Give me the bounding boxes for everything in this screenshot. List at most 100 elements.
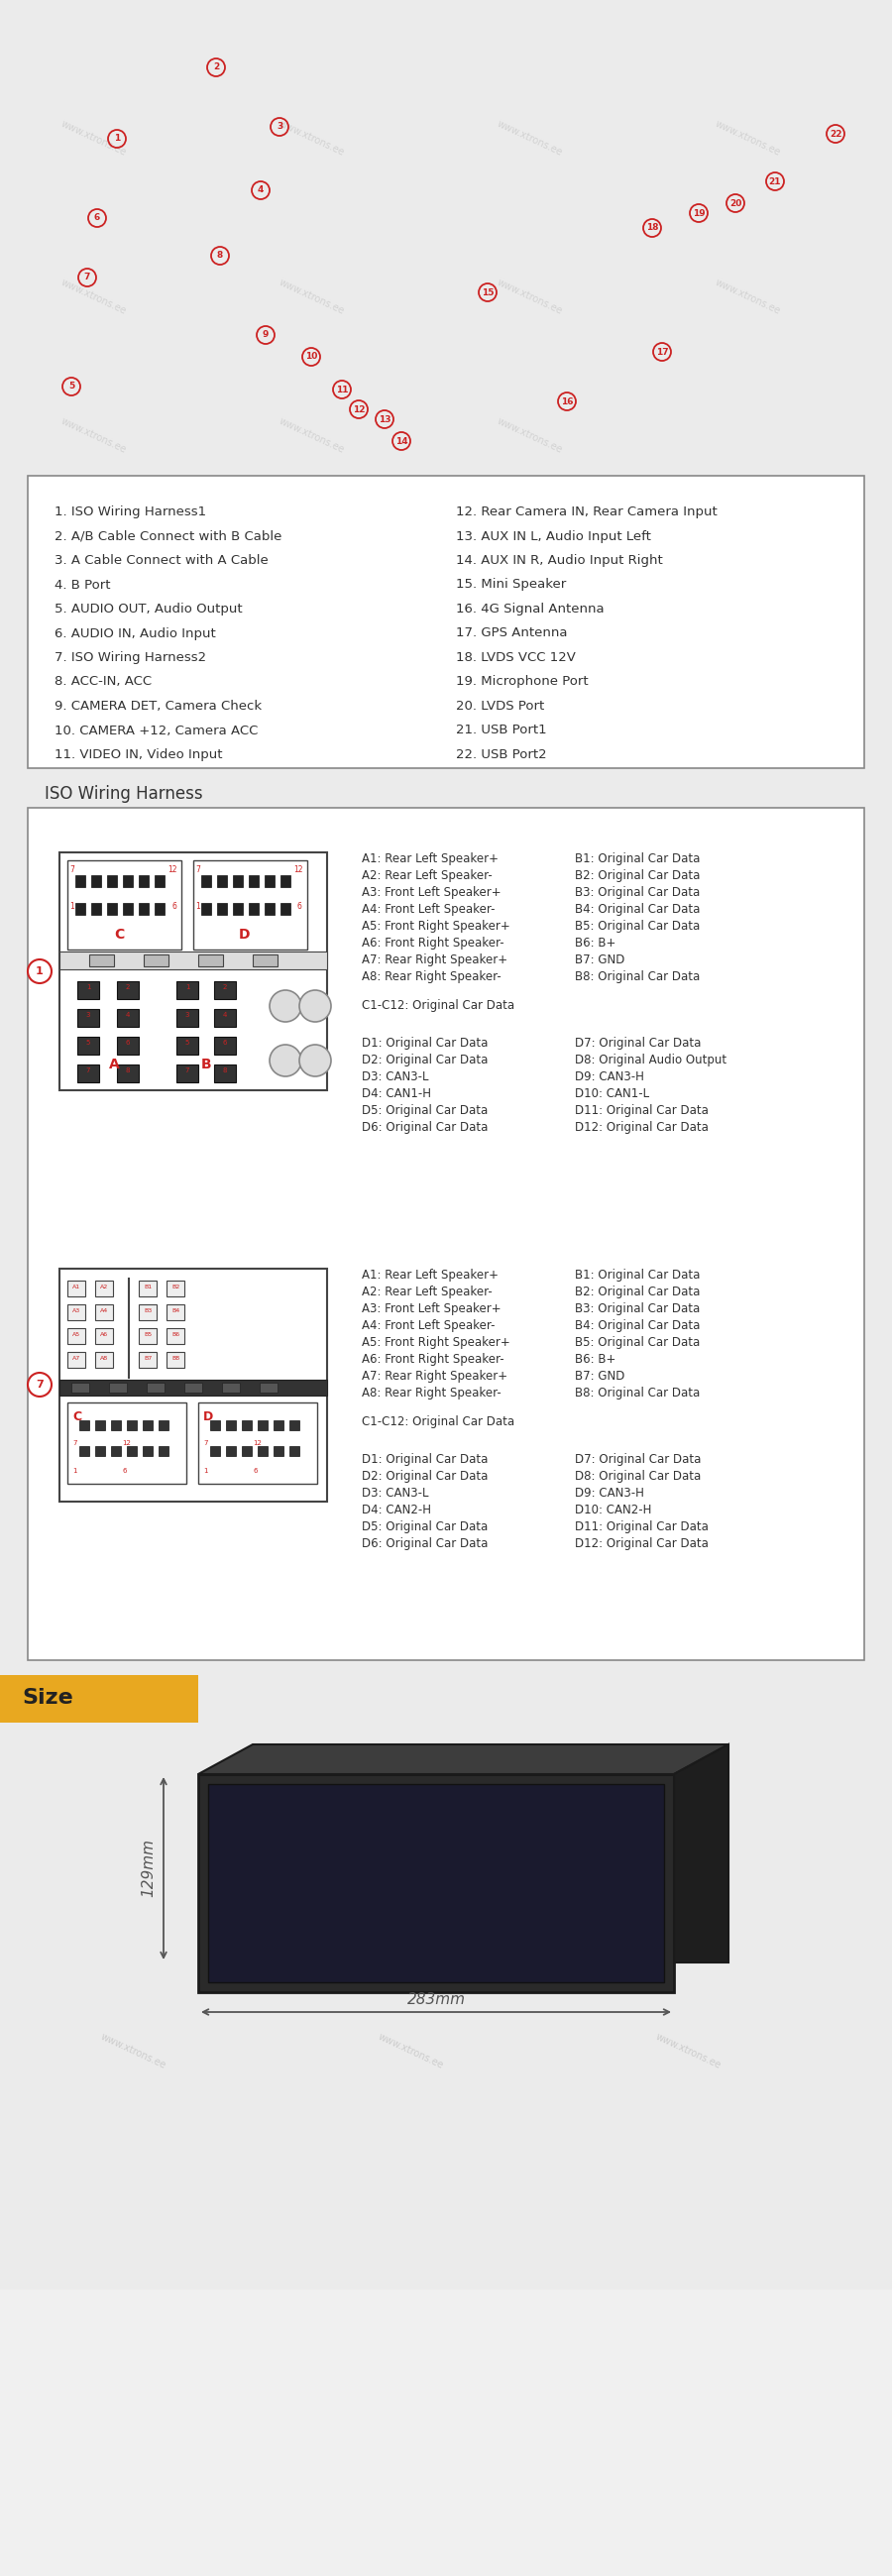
Text: B4: Original Car Data: B4: Original Car Data (574, 1319, 700, 1332)
Text: D1: Original Car Data: D1: Original Car Data (362, 1453, 488, 1466)
Text: 8: 8 (126, 1066, 130, 1074)
Bar (146, 1383, 164, 1394)
Text: 6. AUDIO IN, Audio Input: 6. AUDIO IN, Audio Input (54, 626, 216, 639)
Text: www.xtrons.ee: www.xtrons.ee (714, 118, 782, 157)
Text: 1: 1 (70, 902, 74, 912)
Text: 2: 2 (223, 984, 227, 989)
Bar (79, 1419, 89, 1430)
Text: C1-C12: Original Car Data: C1-C12: Original Car Data (362, 999, 515, 1012)
Bar (211, 1419, 220, 1430)
Text: D8: Original Audio Output: D8: Original Audio Output (574, 1054, 727, 1066)
Text: B2: Original Car Data: B2: Original Car Data (574, 1285, 700, 1298)
Text: 18. LVDS VCC 12V: 18. LVDS VCC 12V (456, 652, 575, 665)
Text: 16: 16 (561, 397, 573, 407)
Text: B7: GND: B7: GND (574, 1370, 624, 1383)
Bar (117, 1036, 139, 1054)
Text: B5: Original Car Data: B5: Original Car Data (574, 920, 700, 933)
Polygon shape (0, 1674, 198, 1723)
Text: B8: Original Car Data: B8: Original Car Data (574, 971, 700, 984)
Text: D1: Original Car Data: D1: Original Car Data (362, 1036, 488, 1048)
Text: 7: 7 (72, 1440, 77, 1445)
Bar (167, 1280, 185, 1296)
Text: 21. USB Port1: 21. USB Port1 (456, 724, 547, 737)
Bar (233, 904, 243, 914)
Text: D2: Original Car Data: D2: Original Car Data (362, 1054, 488, 1066)
Text: 4: 4 (223, 1012, 227, 1018)
Text: 6: 6 (223, 1041, 227, 1046)
Text: D8: Original Car Data: D8: Original Car Data (574, 1471, 701, 1484)
Bar (194, 860, 307, 951)
Text: www.xtrons.ee: www.xtrons.ee (496, 278, 565, 317)
Polygon shape (198, 1744, 729, 1775)
Bar (258, 1445, 268, 1455)
Text: A8: Rear Right Speaker-: A8: Rear Right Speaker- (362, 971, 501, 984)
Text: 1: 1 (186, 984, 189, 989)
Text: 12: 12 (252, 1440, 261, 1445)
Text: 7: 7 (36, 1381, 44, 1388)
Bar (274, 1419, 284, 1430)
Text: A7: Rear Right Speaker+: A7: Rear Right Speaker+ (362, 1370, 508, 1383)
Text: A5: Front Right Speaker+: A5: Front Right Speaker+ (362, 920, 510, 933)
Text: Size: Size (21, 1687, 73, 1708)
Bar (211, 1445, 220, 1455)
Text: A5: A5 (72, 1332, 80, 1337)
Bar (79, 1445, 89, 1455)
Text: D11: Original Car Data: D11: Original Car Data (574, 1105, 708, 1118)
Text: www.xtrons.ee: www.xtrons.ee (496, 417, 565, 456)
Text: 2. A/B Cable Connect with B Cable: 2. A/B Cable Connect with B Cable (54, 531, 282, 544)
Text: 3: 3 (86, 1012, 90, 1018)
Bar (143, 1445, 153, 1455)
Text: D7: Original Car Data: D7: Original Car Data (574, 1453, 701, 1466)
Circle shape (269, 1046, 301, 1077)
Text: A2: A2 (100, 1285, 108, 1291)
Text: A6: A6 (100, 1332, 108, 1337)
Text: 6: 6 (94, 214, 100, 222)
Text: 19. Microphone Port: 19. Microphone Port (456, 675, 589, 688)
Text: D6: Original Car Data: D6: Original Car Data (362, 1121, 488, 1133)
Text: A4: Front Left Speaker-: A4: Front Left Speaker- (362, 1319, 495, 1332)
Text: 2: 2 (213, 62, 219, 72)
Bar (95, 1419, 105, 1430)
Text: 15: 15 (482, 289, 494, 296)
Bar (0, 466, 892, 778)
Bar (139, 904, 149, 914)
Text: www.xtrons.ee: www.xtrons.ee (277, 417, 346, 456)
Bar (95, 1280, 113, 1296)
Bar (28, 477, 864, 768)
Bar (68, 1401, 186, 1484)
Text: www.xtrons.ee: www.xtrons.ee (277, 118, 346, 157)
Text: A3: Front Left Speaker+: A3: Front Left Speaker+ (362, 886, 501, 899)
Bar (68, 1352, 86, 1368)
Text: A: A (109, 1059, 120, 1072)
Text: 5. AUDIO OUT, Audio Output: 5. AUDIO OUT, Audio Output (54, 603, 243, 616)
Bar (217, 904, 227, 914)
Text: A8: Rear Right Speaker-: A8: Rear Right Speaker- (362, 1386, 501, 1399)
Bar (242, 1445, 252, 1455)
Text: 6: 6 (297, 902, 302, 912)
Text: www.xtrons.ee: www.xtrons.ee (99, 2032, 168, 2071)
Text: 8. ACC-IN, ACC: 8. ACC-IN, ACC (54, 675, 152, 688)
Bar (117, 1064, 139, 1082)
Text: D9: CAN3-H: D9: CAN3-H (574, 1072, 644, 1084)
Text: B7: GND: B7: GND (574, 953, 624, 966)
Bar (139, 1329, 157, 1345)
Text: 1. ISO Wiring Harness1: 1. ISO Wiring Harness1 (54, 505, 206, 518)
Bar (242, 1419, 252, 1430)
Bar (177, 1036, 198, 1054)
Circle shape (300, 1046, 331, 1077)
Bar (177, 981, 198, 999)
Text: 18: 18 (646, 224, 658, 232)
Text: D3: CAN3-L: D3: CAN3-L (362, 1072, 429, 1084)
Bar (154, 904, 164, 914)
Bar (144, 956, 169, 966)
Bar (214, 1010, 235, 1028)
Text: 22. USB Port2: 22. USB Port2 (456, 747, 547, 760)
Bar (111, 1419, 121, 1430)
Bar (117, 1010, 139, 1028)
Text: B4: Original Car Data: B4: Original Car Data (574, 904, 700, 917)
Bar (274, 1445, 284, 1455)
Bar (177, 1064, 198, 1082)
Text: D10: CAN2-H: D10: CAN2-H (574, 1504, 651, 1517)
Bar (78, 1036, 99, 1054)
Text: A7: Rear Right Speaker+: A7: Rear Right Speaker+ (362, 953, 508, 966)
